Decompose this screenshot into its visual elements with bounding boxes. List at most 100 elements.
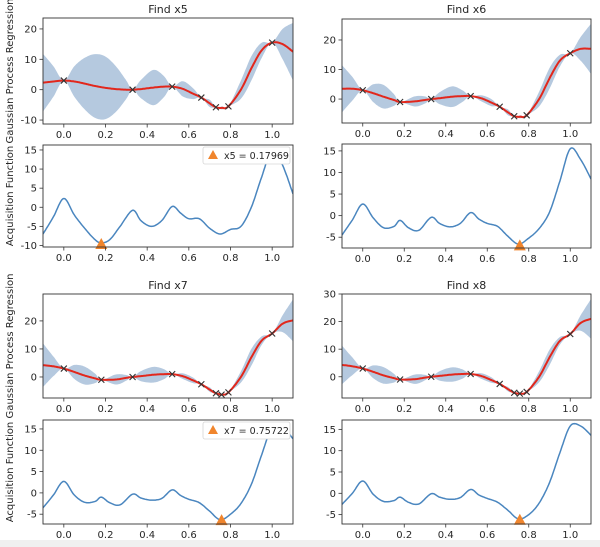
observation-point [427, 373, 435, 381]
gp-mean-line [43, 319, 293, 396]
acquisition-line [43, 423, 293, 521]
x-tick-label: 0.2 [396, 530, 412, 540]
observation-point [566, 330, 574, 338]
x-tick-label: 0.4 [139, 130, 155, 141]
axes-frame [42, 419, 294, 525]
gpr-plot-area [43, 299, 293, 398]
acq-plot-area [342, 147, 591, 245]
acq-plot-area [43, 423, 293, 521]
x-tick-label: 0.8 [521, 254, 537, 265]
acq-axes-0: x5 = 0.17969 0.0 0.2 0.4 0.6 0.8 1.0 -10 -5 0 5 10 1… [5, 144, 294, 264]
x-tick-label: 0.2 [98, 130, 114, 141]
legend-label: x7 = 0.75722 [224, 426, 289, 437]
observation-point [496, 103, 504, 111]
legend-marker-icon [208, 425, 218, 434]
confidence-band [43, 299, 293, 396]
y-tick-label: -10 [21, 241, 37, 252]
acquisition-line [342, 422, 591, 520]
acquisition-line [43, 148, 293, 244]
y-tick-label: 10 [24, 446, 37, 457]
x-tick-label: 0.8 [521, 129, 537, 140]
x-tick-label: 0.4 [139, 253, 155, 264]
observation-point [225, 102, 232, 110]
x-tick-label: 1.0 [264, 530, 280, 540]
y-tick-label: -5 [27, 222, 37, 233]
x-tick-label: 0.4 [438, 404, 454, 415]
y-tick-label: 20 [24, 316, 37, 327]
x-tick-label: 0.0 [56, 253, 72, 264]
legend: x7 = 0.75722 [202, 421, 291, 440]
axes-frame [42, 17, 294, 125]
next-point-marker [513, 513, 526, 525]
gpr-plot-area [342, 299, 591, 397]
y-axis-label: Gaussian Process Regression [5, 274, 16, 419]
observation-point [212, 389, 220, 397]
axes-frame [341, 143, 592, 249]
observation-point [467, 92, 475, 100]
x-tick-label: 0.2 [98, 404, 114, 415]
observation-point [129, 373, 136, 381]
x-tick-label: 0.6 [181, 530, 197, 540]
x-tick-label: 0.2 [396, 404, 412, 415]
gpr-axes-1: 0.0 0.2 0.4 0.6 0.8 1.0 0 10 20 Find x6 [323, 3, 592, 140]
y-tick-label: 10 [24, 344, 37, 355]
y-axis-label: Acquisition Function [5, 146, 16, 246]
x-tick-label: 0.6 [479, 129, 495, 140]
acq-plot-area [43, 148, 293, 244]
x-tick-label: 0.6 [479, 404, 495, 415]
y-tick-label: 10 [323, 345, 336, 356]
x-tick-label: 0.0 [56, 530, 72, 540]
subplot-title: Find x8 [447, 279, 487, 292]
y-tick-label: -5 [326, 510, 336, 521]
observation-point [97, 376, 105, 384]
y-tick-label: 15 [24, 424, 37, 435]
y-tick-label: 5 [330, 190, 336, 201]
x-tick-label: 0.2 [98, 253, 114, 264]
y-tick-label: -5 [326, 233, 336, 244]
acq-plot-area [342, 422, 591, 520]
x-tick-label: 0.0 [355, 530, 371, 540]
x-tick-label: 0.0 [355, 404, 371, 415]
next-point-marker [95, 237, 108, 249]
x-tick-label: 0.8 [223, 404, 239, 415]
legend-label: x5 = 0.17969 [224, 151, 289, 162]
x-tick-label: 0.8 [521, 404, 537, 415]
y-tick-label: 15 [323, 146, 336, 157]
gpr-plot-area [342, 23, 591, 120]
acq-axes-1: 0.0 0.2 0.4 0.6 0.8 1.0 -5 0 5 10 15 [323, 143, 592, 265]
observation-point [396, 98, 404, 106]
axes-frame [42, 293, 294, 399]
observation-point [396, 376, 404, 383]
observation-point [268, 330, 276, 337]
confidence-band [342, 299, 591, 395]
y-tick-label: -5 [27, 510, 37, 521]
confidence-band [43, 22, 293, 120]
x-tick-label: 0.8 [223, 130, 239, 141]
y-tick-label: 5 [330, 468, 336, 479]
observation-point [60, 77, 68, 84]
observation-point [359, 365, 367, 372]
gpr-axes-0: 0.0 0.2 0.4 0.6 0.8 1.0 -10 0 10 20 Gaussian Proce… [5, 0, 294, 143]
x-tick-label: 0.2 [396, 254, 412, 265]
x-tick-label: 0.8 [223, 253, 239, 264]
acq-axes-3: 0.0 0.2 0.4 0.6 0.8 1.0 -5 0 5 10 15 [323, 419, 592, 541]
y-tick-label: 0 [31, 372, 37, 383]
x-tick-label: 1.0 [562, 129, 578, 140]
observation-point [516, 390, 524, 397]
y-axis-label: Acquisition Function [5, 422, 16, 522]
x-tick-label: 1.0 [562, 254, 578, 265]
x-tick-label: 0.4 [139, 404, 155, 415]
y-tick-label: 10 [24, 55, 37, 66]
observation-point [523, 111, 531, 119]
observation-point [225, 389, 232, 396]
y-tick-label: 15 [24, 145, 37, 156]
x-tick-label: 0.0 [355, 129, 371, 140]
observation-point [496, 380, 504, 388]
y-tick-label: 0 [330, 489, 336, 500]
y-tick-label: 20 [323, 317, 336, 328]
x-tick-label: 0.4 [139, 530, 155, 540]
y-tick-label: 20 [323, 35, 336, 46]
observation-point [510, 112, 518, 120]
